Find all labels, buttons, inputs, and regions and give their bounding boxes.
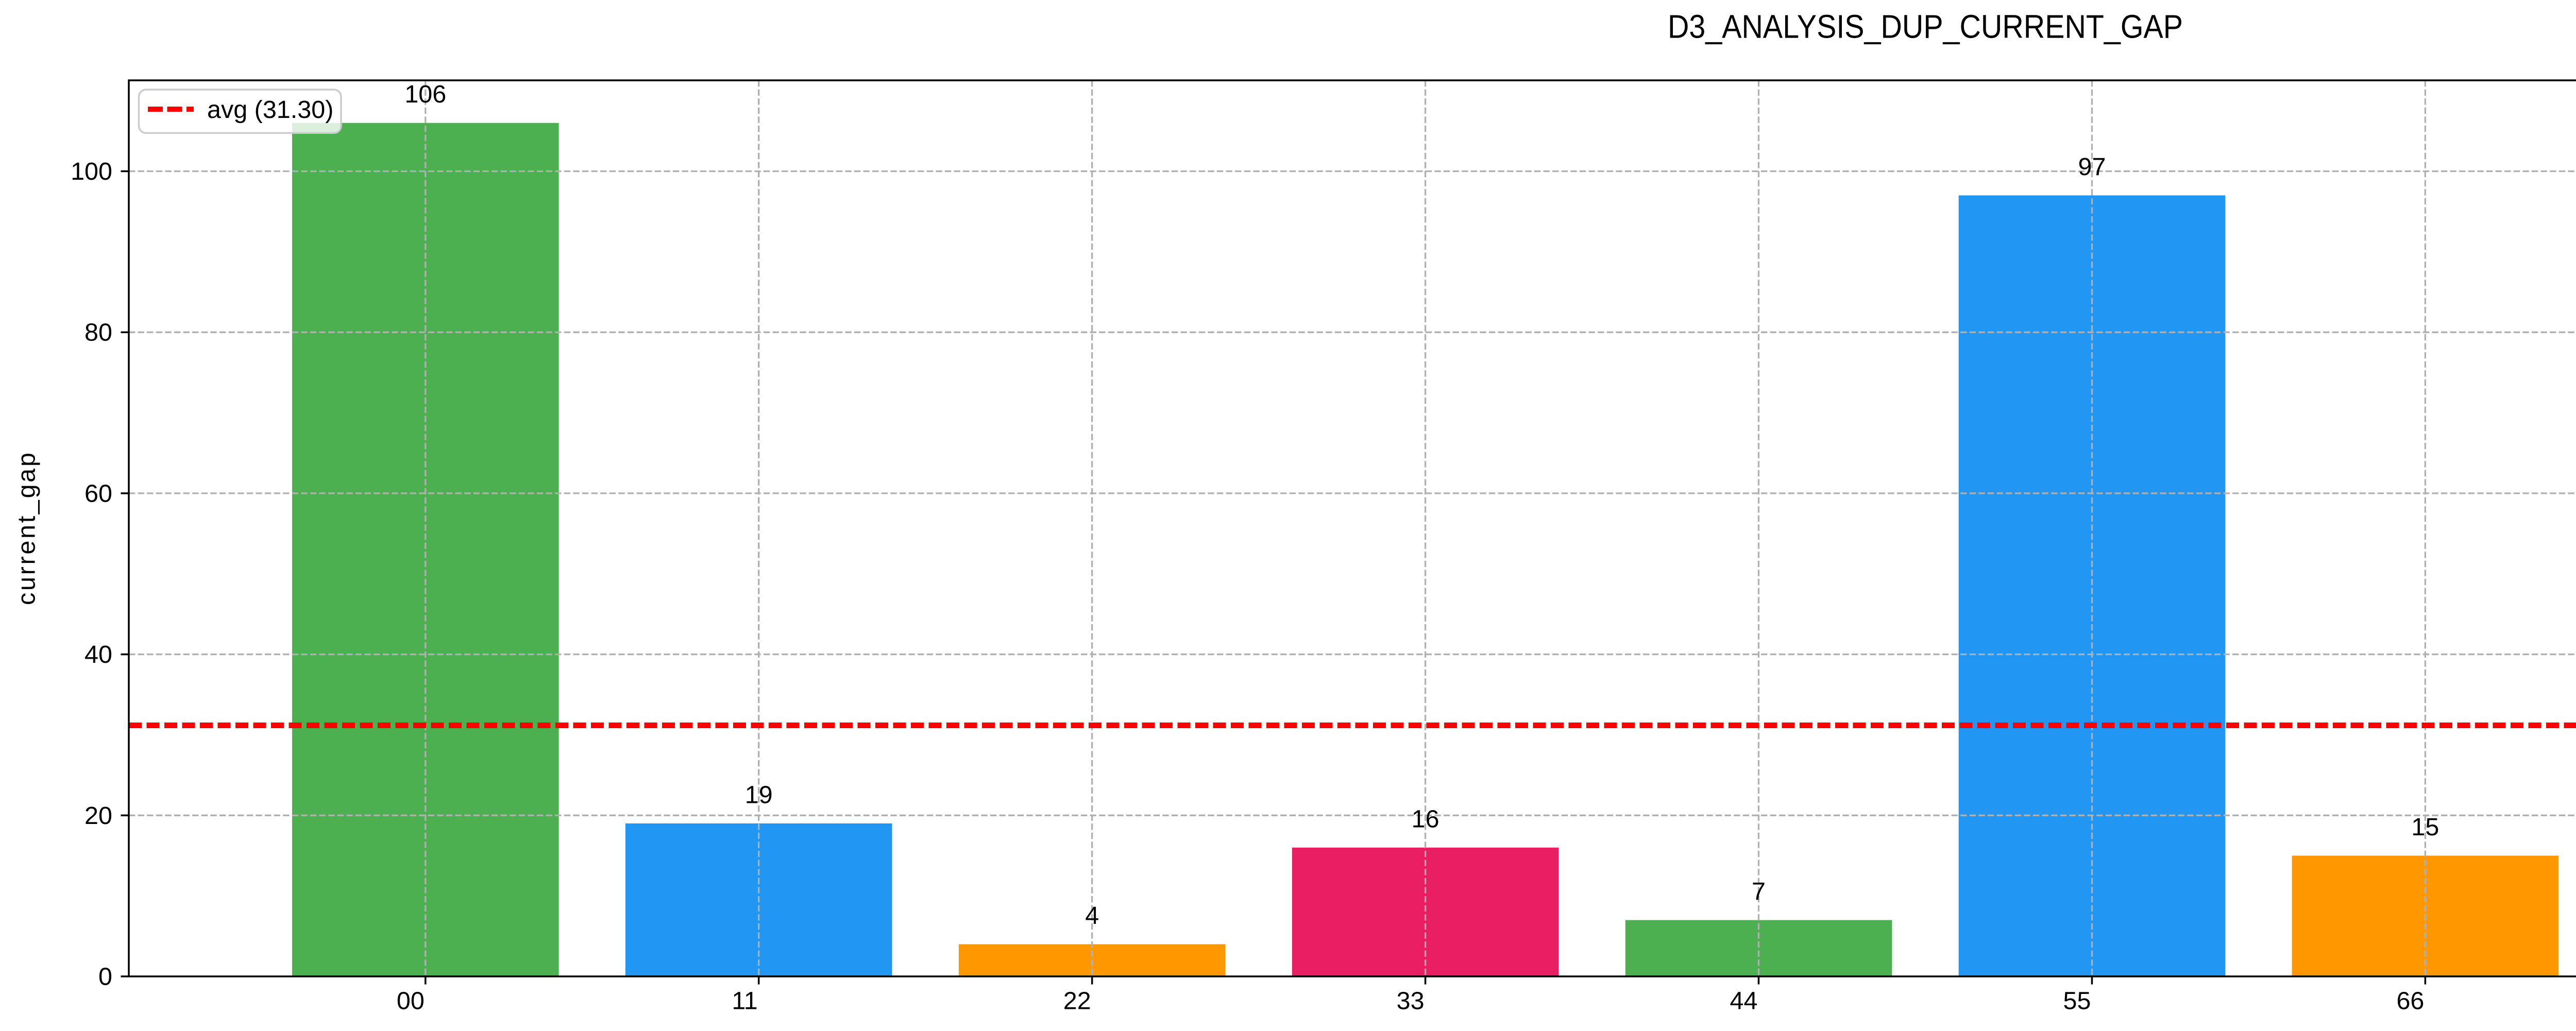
svg-text:60: 60 <box>84 479 112 507</box>
svg-text:55: 55 <box>2063 987 2091 1015</box>
svg-text:4: 4 <box>1085 902 1099 930</box>
svg-text:106: 106 <box>404 80 446 108</box>
svg-text:40: 40 <box>84 641 112 668</box>
svg-text:80: 80 <box>84 319 112 347</box>
svg-text:22: 22 <box>1063 987 1091 1015</box>
svg-text:33: 33 <box>1397 987 1425 1015</box>
svg-text:19: 19 <box>745 781 773 809</box>
svg-text:44: 44 <box>1730 987 1758 1015</box>
svg-text:7: 7 <box>1752 878 1766 905</box>
svg-text:15: 15 <box>2411 813 2439 841</box>
svg-text:66: 66 <box>2396 987 2424 1015</box>
svg-text:100: 100 <box>71 158 112 185</box>
svg-text:00: 00 <box>397 987 425 1015</box>
svg-text:16: 16 <box>1412 805 1439 833</box>
svg-text:20: 20 <box>84 802 112 830</box>
svg-text:D3_ANALYSIS_DUP_CURRENT_GAP: D3_ANALYSIS_DUP_CURRENT_GAP <box>1668 8 2183 45</box>
svg-text:0: 0 <box>98 963 112 991</box>
svg-text:current_gap: current_gap <box>13 453 41 605</box>
svg-text:11: 11 <box>732 987 757 1015</box>
svg-text:avg (31.30): avg (31.30) <box>207 96 333 124</box>
svg-text:97: 97 <box>2078 153 2106 181</box>
